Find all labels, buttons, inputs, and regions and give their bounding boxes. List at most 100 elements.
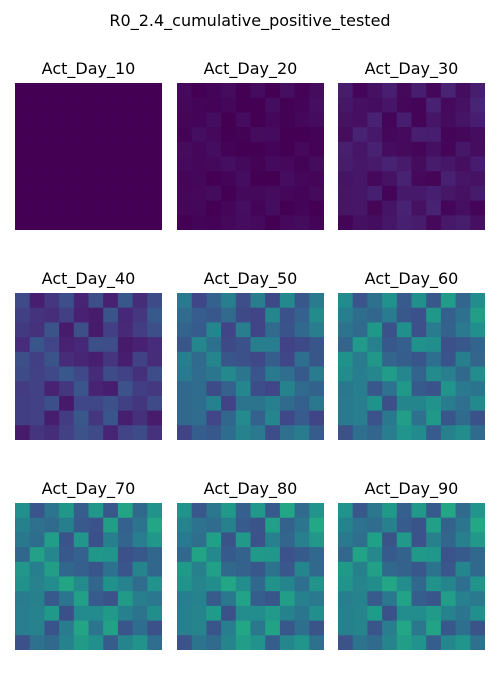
heatmap-cell [117,425,134,440]
heatmap-cell [73,366,90,382]
heatmap-cell [382,351,398,368]
heatmap-cell [338,307,354,323]
heatmap-cell [250,547,266,563]
heatmap-cell [221,185,237,202]
heatmap-cell [440,547,457,563]
heatmap-cell [382,620,398,636]
heatmap-cell [367,591,383,607]
heatmap-cell [88,517,104,533]
heatmap-cell [177,351,193,368]
heatmap-cell [103,532,119,548]
heatmap-cell [147,561,162,578]
heatmap-cell [250,293,266,309]
heatmap-cell [15,410,31,426]
heatmap-cell [396,635,413,650]
heatmap-cell [44,591,60,607]
heatmap-cell [455,185,471,202]
heatmap-cell [29,112,45,128]
heatmap-cell [221,83,237,99]
heatmap-cell [382,410,398,426]
heatmap-cell [265,200,281,216]
heatmap-cell [426,576,442,592]
heatmap-cell [279,503,296,519]
heatmap-cell [455,97,471,113]
heatmap-cell [250,322,266,338]
heatmap-cell [206,591,222,607]
heatmap-cell [265,381,281,397]
heatmap-cell [44,576,60,592]
heatmap-cell [73,410,90,426]
heatmap-cell [221,366,237,382]
heatmap-cell [235,366,252,382]
heatmap-cell [455,620,471,636]
heatmap-cell [59,127,75,143]
heatmap-cell [279,127,296,143]
heatmap-cell [29,635,45,650]
heatmap-cell [455,503,471,519]
heatmap-cell [440,635,457,650]
heatmap-cell [309,156,324,172]
heatmap-cell [352,307,368,323]
heatmap-cell [279,410,296,426]
heatmap-cell [382,127,398,143]
heatmap-cell [191,635,207,650]
heatmap-cell [88,532,104,548]
heatmap-cell [352,503,368,519]
heatmap-cell [470,127,485,143]
heatmap-cell [411,171,427,187]
heatmap-cell [367,532,383,548]
heatmap-cell [265,547,281,563]
heatmap-cell [440,381,457,397]
heatmap-cell [29,576,45,592]
heatmap-cell [265,410,281,426]
heatmap-cell [411,185,427,202]
heatmap-cell [309,141,324,158]
heatmap-cell [411,83,427,99]
heatmap-cell [440,425,457,440]
heatmap-cell [338,127,354,143]
heatmap-cell [235,127,252,143]
heatmap-cell [235,547,252,563]
heatmap-panel [177,503,324,650]
heatmap-cell [177,127,193,143]
heatmap-cell [191,605,207,622]
heatmap-cell [426,171,442,187]
heatmap-cell [29,337,45,353]
heatmap-cell [382,112,398,128]
heatmap-cell [338,503,354,519]
heatmap-cell [352,635,368,650]
heatmap-cell [191,83,207,99]
heatmap-cell [221,97,237,113]
heatmap-cell [103,503,119,519]
heatmap-cell [44,532,60,548]
heatmap-cell [396,97,413,113]
heatmap-cell [367,351,383,368]
heatmap-cell [206,112,222,128]
heatmap-cell [294,215,310,230]
heatmap-cell [455,156,471,172]
heatmap-cell [235,156,252,172]
heatmap-cell [396,366,413,382]
heatmap-cell [44,215,60,230]
heatmap-cell [426,293,442,309]
heatmap-cell [440,293,457,309]
heatmap-cell [29,425,45,440]
heatmap-cell [279,532,296,548]
heatmap-cell [29,605,45,622]
heatmap-cell [15,425,31,440]
heatmap-cell [221,337,237,353]
heatmap-cell [147,215,162,230]
heatmap-cell [411,215,427,230]
heatmap-cell [191,547,207,563]
heatmap-cell [206,127,222,143]
heatmap-cell [367,503,383,519]
heatmap-cell [59,293,75,309]
heatmap-cell [177,141,193,158]
heatmap-cell [382,83,398,99]
heatmap-cell [44,351,60,368]
heatmap-svg [177,503,324,650]
heatmap-cell [132,561,148,578]
heatmap-cell [221,620,237,636]
heatmap-cell [455,322,471,338]
heatmap-cell [396,141,413,158]
